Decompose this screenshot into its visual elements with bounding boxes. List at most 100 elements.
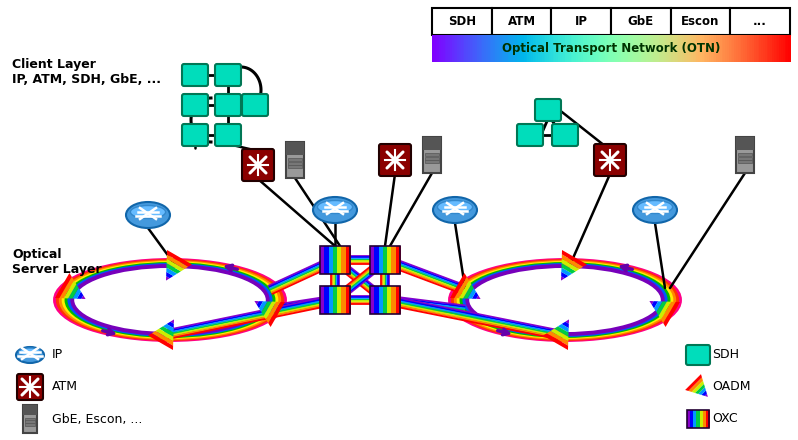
Polygon shape [167, 254, 188, 269]
Bar [25, 423, 35, 426]
Bar [569, 35, 571, 62]
Bar [346, 246, 350, 274]
Bar [499, 35, 501, 62]
Bar [479, 35, 481, 62]
Bar [618, 35, 619, 62]
Bar [657, 35, 659, 62]
Bar [519, 35, 520, 62]
Text: GbE, Escon, ...: GbE, Escon, ... [52, 412, 142, 425]
Bar [342, 286, 346, 314]
Bar [693, 35, 695, 62]
Bar [677, 35, 679, 62]
Bar [615, 35, 618, 62]
Bar [756, 35, 758, 62]
Bar [594, 35, 596, 62]
Bar [711, 35, 713, 62]
Bar [439, 35, 441, 62]
Bar [592, 35, 595, 62]
Bar [664, 35, 666, 62]
Polygon shape [81, 295, 85, 299]
Text: IP: IP [575, 15, 587, 28]
FancyBboxPatch shape [686, 345, 710, 365]
Bar [644, 35, 646, 62]
Bar [387, 246, 392, 274]
Bar [685, 35, 688, 62]
Bar [662, 35, 665, 62]
Bar [456, 35, 458, 62]
Bar [678, 35, 681, 62]
Bar [680, 35, 682, 62]
Bar [538, 35, 540, 62]
Bar [383, 286, 388, 314]
Polygon shape [73, 288, 81, 299]
Bar [579, 35, 582, 62]
Bar [767, 35, 769, 62]
Bar [333, 246, 338, 274]
Bar [608, 35, 610, 62]
Polygon shape [167, 263, 181, 274]
Bar [324, 286, 329, 314]
Bar [698, 35, 701, 62]
Bar [551, 8, 611, 35]
Bar [495, 35, 497, 62]
Bar [776, 35, 778, 62]
Bar [559, 35, 562, 62]
Text: OADM: OADM [712, 381, 750, 393]
Text: ATM: ATM [52, 381, 78, 393]
Bar [687, 35, 689, 62]
Bar [437, 35, 440, 62]
Ellipse shape [313, 197, 357, 223]
Polygon shape [266, 302, 281, 323]
Bar [661, 35, 663, 62]
Polygon shape [558, 324, 569, 333]
Bar [690, 410, 693, 428]
Bar [781, 35, 784, 62]
Bar [320, 246, 350, 274]
Bar [583, 35, 586, 62]
Polygon shape [663, 302, 680, 327]
Ellipse shape [126, 202, 170, 228]
Bar [527, 35, 530, 62]
Ellipse shape [130, 205, 166, 219]
Bar [684, 35, 686, 62]
Bar [423, 137, 441, 173]
Polygon shape [263, 301, 276, 319]
Bar [450, 35, 452, 62]
Bar [545, 35, 547, 62]
Polygon shape [167, 259, 184, 271]
Bar [565, 35, 567, 62]
Bar [634, 35, 636, 62]
Polygon shape [692, 381, 704, 393]
Bar [749, 35, 751, 62]
Bar [596, 35, 598, 62]
Bar [23, 405, 37, 415]
Bar [549, 35, 551, 62]
Bar [473, 35, 476, 62]
Bar [705, 35, 708, 62]
Polygon shape [64, 280, 77, 298]
Bar [612, 35, 614, 62]
Bar [654, 35, 656, 62]
Bar [475, 35, 477, 62]
Bar [697, 35, 699, 62]
Bar [598, 35, 600, 62]
Bar [717, 35, 718, 62]
Bar [606, 35, 609, 62]
Bar [729, 35, 731, 62]
Bar [378, 246, 383, 274]
Polygon shape [68, 284, 79, 299]
Bar [741, 35, 744, 62]
Bar [745, 35, 747, 62]
Bar [687, 410, 709, 428]
Text: Client Layer
IP, ATM, SDH, GbE, ...: Client Layer IP, ATM, SDH, GbE, ... [12, 58, 161, 86]
Polygon shape [565, 319, 569, 324]
Bar [709, 35, 711, 62]
Polygon shape [689, 378, 703, 392]
Bar [731, 35, 733, 62]
Bar [497, 35, 499, 62]
Bar [764, 35, 767, 62]
Bar [523, 35, 526, 62]
Text: Optical Transport Network (OTN): Optical Transport Network (OTN) [502, 42, 720, 55]
Polygon shape [561, 268, 572, 276]
Polygon shape [650, 301, 654, 305]
